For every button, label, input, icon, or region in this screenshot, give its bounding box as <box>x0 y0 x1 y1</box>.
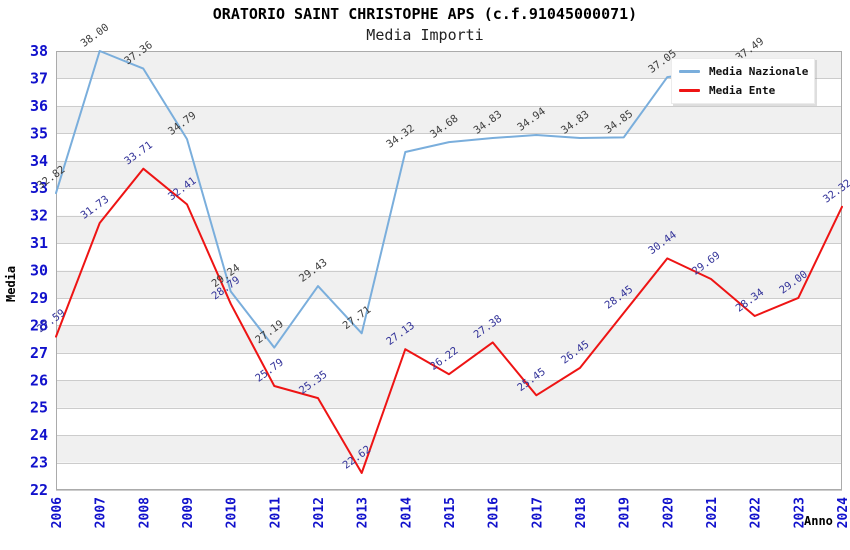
y-tick-label: 25 <box>30 399 48 417</box>
y-tick-label: 30 <box>30 262 48 280</box>
x-tick-label: 2014 <box>399 497 414 528</box>
y-tick-label: 22 <box>30 481 48 499</box>
legend-item-media-ente: Media Ente <box>679 84 814 97</box>
y-tick-label: 34 <box>30 152 48 170</box>
band-stripe <box>56 270 842 298</box>
series-line-media-ente <box>55 167 843 474</box>
band-stripe <box>56 243 842 271</box>
chart-subtitle: Media Importi <box>366 26 484 44</box>
y-tick-label: 28 <box>30 316 48 334</box>
legend-swatch-media-nazionale <box>679 70 700 73</box>
band-stripe <box>56 325 842 353</box>
y-tick-label: 31 <box>30 234 48 252</box>
series-line-media-nazionale <box>55 50 756 349</box>
legend: Media Nazionale Media Ente <box>671 58 815 104</box>
x-tick-label: 2013 <box>356 497 371 528</box>
y-tick-label: 33 <box>30 179 48 197</box>
legend-item-media-nazionale: Media Nazionale <box>679 65 814 78</box>
x-tick-label: 2018 <box>574 497 589 528</box>
x-axis-title: Anno <box>804 514 833 528</box>
y-tick-label: 26 <box>30 371 48 389</box>
y-axis-title: Media <box>4 265 18 302</box>
band-stripe <box>56 407 842 436</box>
y-tick-label: 27 <box>30 344 48 362</box>
x-tick-label: 2016 <box>487 497 502 528</box>
y-tick-label: 36 <box>30 97 48 115</box>
y-tick-label: 32 <box>30 207 48 225</box>
band-stripe <box>56 160 842 189</box>
band-stripe <box>56 297 842 326</box>
x-tick-label: 2020 <box>661 497 676 528</box>
x-tick-label: 2011 <box>268 497 283 528</box>
x-tick-label: 2017 <box>530 497 545 528</box>
y-tick-label: 37 <box>30 69 48 87</box>
band-stripe <box>56 462 842 490</box>
band-stripe <box>56 435 842 463</box>
x-tick-label: 2015 <box>443 497 458 528</box>
band-stripe <box>56 133 842 161</box>
legend-label-media-ente: Media Ente <box>709 84 776 97</box>
legend-swatch-media-ente <box>679 89 700 92</box>
band-stripe <box>56 105 842 134</box>
page-title: ORATORIO SAINT CHRISTOPHE APS (c.f.91045… <box>212 5 638 23</box>
x-tick-label: 2008 <box>137 497 152 528</box>
y-tick-label: 29 <box>30 289 48 307</box>
band-stripe <box>56 352 842 381</box>
y-tick-label: 38 <box>30 42 48 60</box>
x-tick-label: 2007 <box>94 497 109 528</box>
y-tick-label: 23 <box>30 454 48 472</box>
band-stripe <box>56 380 842 408</box>
x-tick-label: 2019 <box>618 497 633 528</box>
x-tick-label: 2023 <box>792 497 807 528</box>
plot-border <box>56 51 842 490</box>
y-tick-label: 35 <box>30 124 48 142</box>
band-stripe <box>56 188 842 216</box>
x-tick-label: 2012 <box>312 497 327 528</box>
x-tick-label: 2009 <box>181 497 196 528</box>
legend-label-media-nazionale: Media Nazionale <box>709 65 809 78</box>
x-tick-label: 2021 <box>705 497 720 528</box>
x-tick-label: 2024 <box>836 497 850 528</box>
band-stripe <box>56 215 842 244</box>
x-tick-label: 2010 <box>225 497 240 528</box>
y-tick-label: 24 <box>30 426 48 444</box>
x-tick-label: 2022 <box>749 497 764 528</box>
x-tick-label: 2006 <box>50 497 65 528</box>
